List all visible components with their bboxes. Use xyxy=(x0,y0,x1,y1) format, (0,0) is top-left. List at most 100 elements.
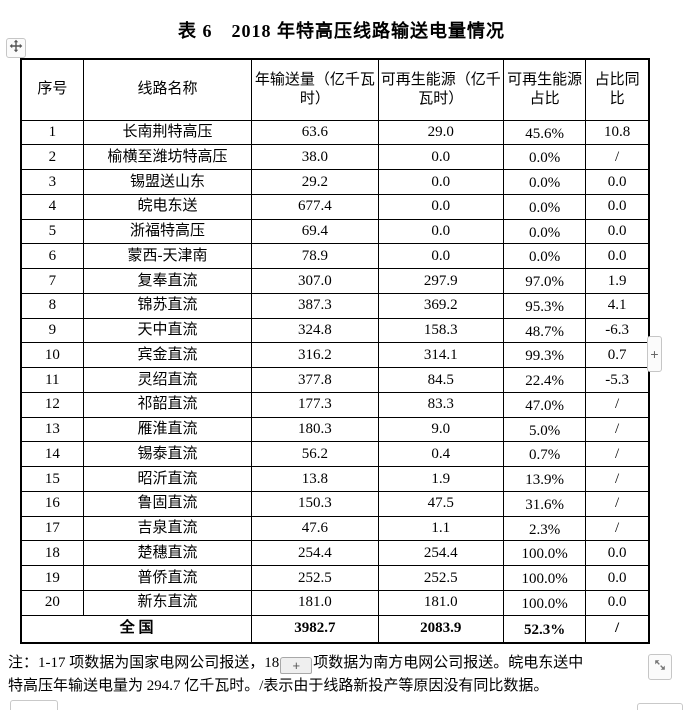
partial-control-left[interactable] xyxy=(10,700,58,710)
annual-volume-cell[interactable]: 324.8 xyxy=(251,317,379,344)
renewable-share-cell[interactable]: 2.3% xyxy=(502,515,587,542)
renewable-cell[interactable]: 29.0 xyxy=(377,119,505,146)
line-name-cell[interactable]: 新东直流 xyxy=(82,589,253,616)
insert-column-button[interactable]: + xyxy=(647,336,662,372)
line-name-cell[interactable]: 祁韶直流 xyxy=(82,391,253,418)
total-renewable-share-cell[interactable]: 52.3% xyxy=(502,614,587,644)
annual-volume-cell[interactable]: 252.5 xyxy=(251,565,379,591)
share-yoy-cell[interactable]: 0.0 xyxy=(585,565,650,591)
share-yoy-cell[interactable]: 0.0 xyxy=(585,243,650,269)
serial-cell[interactable]: 13 xyxy=(20,416,84,443)
column-header[interactable]: 占比同比 xyxy=(585,58,650,121)
renewable-cell[interactable]: 254.4 xyxy=(377,540,505,566)
renewable-cell[interactable]: 0.0 xyxy=(377,243,505,269)
renewable-share-cell[interactable]: 95.3% xyxy=(502,292,587,319)
line-name-cell[interactable]: 普侨直流 xyxy=(82,565,253,591)
renewable-cell[interactable]: 369.2 xyxy=(377,292,505,319)
annual-volume-cell[interactable]: 180.3 xyxy=(251,416,379,443)
share-yoy-cell[interactable]: 0.7 xyxy=(585,342,650,368)
renewable-share-cell[interactable]: 45.6% xyxy=(502,119,587,146)
annual-volume-cell[interactable]: 56.2 xyxy=(251,441,379,467)
column-header[interactable]: 序号 xyxy=(20,58,84,121)
renewable-share-cell[interactable]: 100.0% xyxy=(502,540,587,566)
line-name-cell[interactable]: 吉泉直流 xyxy=(82,515,253,542)
serial-cell[interactable]: 16 xyxy=(20,490,84,517)
serial-cell[interactable]: 7 xyxy=(20,268,84,294)
renewable-cell[interactable]: 158.3 xyxy=(377,317,505,344)
annual-volume-cell[interactable]: 307.0 xyxy=(251,268,379,294)
line-name-cell[interactable]: 长南荆特高压 xyxy=(82,119,253,146)
renewable-cell[interactable]: 0.0 xyxy=(377,218,505,245)
serial-cell[interactable]: 6 xyxy=(20,243,84,269)
annual-volume-cell[interactable]: 38.0 xyxy=(251,144,379,170)
insert-row-button[interactable]: + xyxy=(280,657,313,674)
renewable-share-cell[interactable]: 0.0% xyxy=(502,218,587,245)
renewable-cell[interactable]: 0.0 xyxy=(377,169,505,195)
serial-cell[interactable]: 8 xyxy=(20,292,84,319)
share-yoy-cell[interactable]: -6.3 xyxy=(585,317,650,344)
line-name-cell[interactable]: 复奉直流 xyxy=(82,268,253,294)
line-name-cell[interactable]: 锦苏直流 xyxy=(82,292,253,319)
renewable-cell[interactable]: 314.1 xyxy=(377,342,505,368)
annual-volume-cell[interactable]: 181.0 xyxy=(251,589,379,616)
renewable-cell[interactable]: 181.0 xyxy=(377,589,505,616)
partial-control-right[interactable] xyxy=(637,703,683,710)
line-name-cell[interactable]: 昭沂直流 xyxy=(82,466,253,492)
share-yoy-cell[interactable]: 1.9 xyxy=(585,268,650,294)
renewable-cell[interactable]: 0.0 xyxy=(377,193,505,220)
total-label-cell[interactable]: 全 国 xyxy=(20,614,253,644)
serial-cell[interactable]: 15 xyxy=(20,466,84,492)
share-yoy-cell[interactable]: / xyxy=(585,391,650,418)
renewable-share-cell[interactable]: 0.0% xyxy=(502,169,587,195)
serial-cell[interactable]: 10 xyxy=(20,342,84,368)
renewable-share-cell[interactable]: 0.7% xyxy=(502,441,587,467)
renewable-share-cell[interactable]: 100.0% xyxy=(502,565,587,591)
renewable-share-cell[interactable]: 0.0% xyxy=(502,193,587,220)
line-name-cell[interactable]: 锡盟送山东 xyxy=(82,169,253,195)
renewable-share-cell[interactable]: 5.0% xyxy=(502,416,587,443)
annual-volume-cell[interactable]: 677.4 xyxy=(251,193,379,220)
annual-volume-cell[interactable]: 78.9 xyxy=(251,243,379,269)
column-header[interactable]: 线路名称 xyxy=(82,58,253,121)
share-yoy-cell[interactable]: / xyxy=(585,441,650,467)
annual-volume-cell[interactable]: 387.3 xyxy=(251,292,379,319)
serial-cell[interactable]: 20 xyxy=(20,589,84,616)
share-yoy-cell[interactable]: 0.0 xyxy=(585,218,650,245)
renewable-share-cell[interactable]: 100.0% xyxy=(502,589,587,616)
share-yoy-cell[interactable]: 0.0 xyxy=(585,589,650,616)
serial-cell[interactable]: 4 xyxy=(20,193,84,220)
renewable-share-cell[interactable]: 47.0% xyxy=(502,391,587,418)
serial-cell[interactable]: 19 xyxy=(20,565,84,591)
renewable-share-cell[interactable]: 0.0% xyxy=(502,243,587,269)
renewable-cell[interactable]: 1.1 xyxy=(377,515,505,542)
table-move-handle[interactable] xyxy=(6,38,26,58)
share-yoy-cell[interactable]: / xyxy=(585,515,650,542)
renewable-cell[interactable]: 84.5 xyxy=(377,367,505,393)
renewable-share-cell[interactable]: 31.6% xyxy=(502,490,587,517)
total-renewable-cell[interactable]: 2083.9 xyxy=(377,614,505,644)
serial-cell[interactable]: 12 xyxy=(20,391,84,418)
annual-volume-cell[interactable]: 177.3 xyxy=(251,391,379,418)
line-name-cell[interactable]: 浙福特高压 xyxy=(82,218,253,245)
share-yoy-cell[interactable]: -5.3 xyxy=(585,367,650,393)
annual-volume-cell[interactable]: 254.4 xyxy=(251,540,379,566)
renewable-cell[interactable]: 252.5 xyxy=(377,565,505,591)
line-name-cell[interactable]: 锡泰直流 xyxy=(82,441,253,467)
line-name-cell[interactable]: 天中直流 xyxy=(82,317,253,344)
renewable-share-cell[interactable]: 0.0% xyxy=(502,144,587,170)
renewable-cell[interactable]: 9.0 xyxy=(377,416,505,443)
annual-volume-cell[interactable]: 29.2 xyxy=(251,169,379,195)
line-name-cell[interactable]: 灵绍直流 xyxy=(82,367,253,393)
annual-volume-cell[interactable]: 150.3 xyxy=(251,490,379,517)
annual-volume-cell[interactable]: 47.6 xyxy=(251,515,379,542)
serial-cell[interactable]: 18 xyxy=(20,540,84,566)
page-title[interactable]: 表 6 2018 年特高压线路输送电量情况 xyxy=(178,21,505,41)
share-yoy-cell[interactable]: / xyxy=(585,144,650,170)
renewable-cell[interactable]: 0.0 xyxy=(377,144,505,170)
total-share-yoy-cell[interactable]: / xyxy=(585,614,650,644)
serial-cell[interactable]: 14 xyxy=(20,441,84,467)
renewable-share-cell[interactable]: 22.4% xyxy=(502,367,587,393)
renewable-cell[interactable]: 297.9 xyxy=(377,268,505,294)
share-yoy-cell[interactable]: 0.0 xyxy=(585,169,650,195)
serial-cell[interactable]: 3 xyxy=(20,169,84,195)
